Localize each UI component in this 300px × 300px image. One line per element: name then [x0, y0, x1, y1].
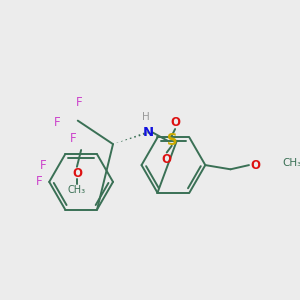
Text: CH₃: CH₃ [283, 158, 300, 168]
Text: O: O [251, 159, 261, 172]
Text: O: O [170, 116, 180, 129]
Text: F: F [69, 132, 76, 146]
Text: S: S [167, 133, 177, 148]
Text: F: F [76, 96, 83, 109]
Text: F: F [54, 116, 61, 129]
Text: O: O [162, 153, 172, 166]
Text: CH₃: CH₃ [68, 185, 86, 195]
Text: O: O [72, 167, 82, 180]
Text: F: F [40, 159, 47, 172]
Text: N: N [143, 126, 154, 139]
Text: H: H [142, 112, 150, 122]
Text: F: F [36, 176, 43, 188]
